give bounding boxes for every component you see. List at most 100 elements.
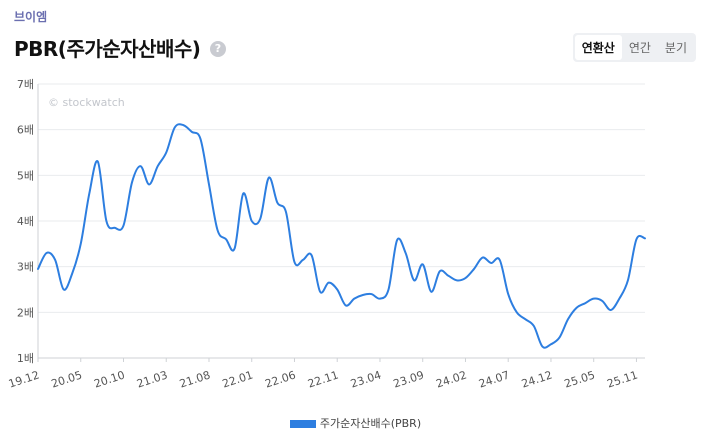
x-tick-label: 19.12 <box>7 368 41 390</box>
data-point[interactable] <box>428 289 434 295</box>
legend-label: 주가순자산배수(PBR) <box>319 417 422 430</box>
watermark: © stockwatch <box>48 96 125 109</box>
data-point[interactable] <box>103 218 109 224</box>
data-point[interactable] <box>386 287 392 293</box>
data-point[interactable] <box>514 309 520 315</box>
company-name: 브이엠 <box>14 10 48 24</box>
x-tick-label: 21.08 <box>178 368 212 390</box>
tab-quarterly[interactable]: 분기 <box>664 41 687 55</box>
tab-annual[interactable]: 연간 <box>628 41 651 55</box>
data-point[interactable] <box>291 259 297 265</box>
data-point[interactable] <box>411 277 417 283</box>
data-point[interactable] <box>35 266 41 272</box>
data-point[interactable] <box>326 280 332 286</box>
data-point[interactable] <box>180 122 186 128</box>
x-tick-label: 20.10 <box>92 368 126 390</box>
data-point[interactable] <box>206 181 212 187</box>
data-point[interactable] <box>129 179 135 185</box>
data-point[interactable] <box>283 209 289 215</box>
legend[interactable]: 주가순자산배수(PBR) <box>0 415 711 431</box>
data-point[interactable] <box>155 163 161 169</box>
data-point[interactable] <box>599 298 605 304</box>
data-point[interactable] <box>257 216 263 222</box>
tab-annualized[interactable]: 연환산 <box>574 35 622 60</box>
data-point[interactable] <box>112 225 118 231</box>
x-tick-label: 25.11 <box>605 368 639 390</box>
data-point[interactable] <box>591 296 597 302</box>
data-point[interactable] <box>471 266 477 272</box>
data-point[interactable] <box>172 124 178 130</box>
data-point[interactable] <box>368 291 374 297</box>
data-point[interactable] <box>480 255 486 261</box>
data-point[interactable] <box>249 218 255 224</box>
y-tick-label: 5배 <box>17 169 34 182</box>
data-point[interactable] <box>309 252 315 258</box>
data-point[interactable] <box>78 241 84 247</box>
data-point[interactable] <box>343 302 349 308</box>
x-tick-label: 23.09 <box>392 368 426 390</box>
data-point[interactable] <box>633 236 639 242</box>
y-tick-label: 6배 <box>17 124 34 137</box>
data-point[interactable] <box>574 305 580 311</box>
data-point[interactable] <box>317 289 323 295</box>
data-point[interactable] <box>360 292 366 298</box>
data-point[interactable] <box>625 277 631 283</box>
data-point[interactable] <box>539 344 545 350</box>
data-point[interactable] <box>138 163 144 169</box>
data-point[interactable] <box>548 341 554 347</box>
data-point[interactable] <box>86 191 92 197</box>
data-point[interactable] <box>377 296 383 302</box>
data-point[interactable] <box>582 300 588 306</box>
data-point[interactable] <box>232 245 238 251</box>
data-point[interactable] <box>266 175 272 181</box>
series-layer <box>35 122 648 350</box>
data-point[interactable] <box>197 136 203 142</box>
y-tick-label: 3배 <box>17 261 34 274</box>
data-point[interactable] <box>531 323 537 329</box>
data-point[interactable] <box>420 261 426 267</box>
data-point[interactable] <box>240 191 246 197</box>
x-tick-label: 20.05 <box>50 368 84 390</box>
data-point[interactable] <box>146 181 152 187</box>
data-point[interactable] <box>163 150 169 156</box>
data-point[interactable] <box>522 316 528 322</box>
pbr-series-line[interactable] <box>37 123 646 349</box>
data-point[interactable] <box>437 268 443 274</box>
data-point[interactable] <box>394 237 400 243</box>
data-point[interactable] <box>616 296 622 302</box>
data-point[interactable] <box>565 316 571 322</box>
data-point[interactable] <box>69 271 75 277</box>
data-point[interactable] <box>642 235 648 241</box>
data-point[interactable] <box>52 257 58 263</box>
y-tick-label: 1배 <box>17 352 34 365</box>
period-tabs: 연환산 연간 분기 <box>572 33 696 62</box>
data-point[interactable] <box>445 273 451 279</box>
help-icon[interactable]: ? <box>210 41 226 57</box>
data-point[interactable] <box>403 250 409 256</box>
data-point[interactable] <box>120 223 126 229</box>
data-point[interactable] <box>189 129 195 135</box>
data-point[interactable] <box>351 296 357 302</box>
data-point[interactable] <box>223 236 229 242</box>
data-point[interactable] <box>608 307 614 313</box>
x-tick-label: 22.01 <box>221 368 255 390</box>
data-point[interactable] <box>454 277 460 283</box>
data-point[interactable] <box>215 227 221 233</box>
data-point[interactable] <box>497 257 503 263</box>
data-point[interactable] <box>300 257 306 263</box>
data-point[interactable] <box>334 287 340 293</box>
data-point[interactable] <box>95 159 101 165</box>
data-point[interactable] <box>557 334 563 340</box>
y-axis: 1배 2배 3배 4배 5배 6배 7배 <box>17 78 39 365</box>
data-point[interactable] <box>462 275 468 281</box>
x-tick-label: 24.12 <box>520 368 554 390</box>
data-point[interactable] <box>61 287 67 293</box>
data-point[interactable] <box>274 200 280 206</box>
data-point[interactable] <box>505 291 511 297</box>
legend-swatch-icon <box>289 420 316 428</box>
data-point[interactable] <box>488 260 494 266</box>
data-point[interactable] <box>44 250 50 256</box>
x-tick-label: 22.06 <box>263 368 297 390</box>
x-tick-label: 25.05 <box>563 368 597 390</box>
